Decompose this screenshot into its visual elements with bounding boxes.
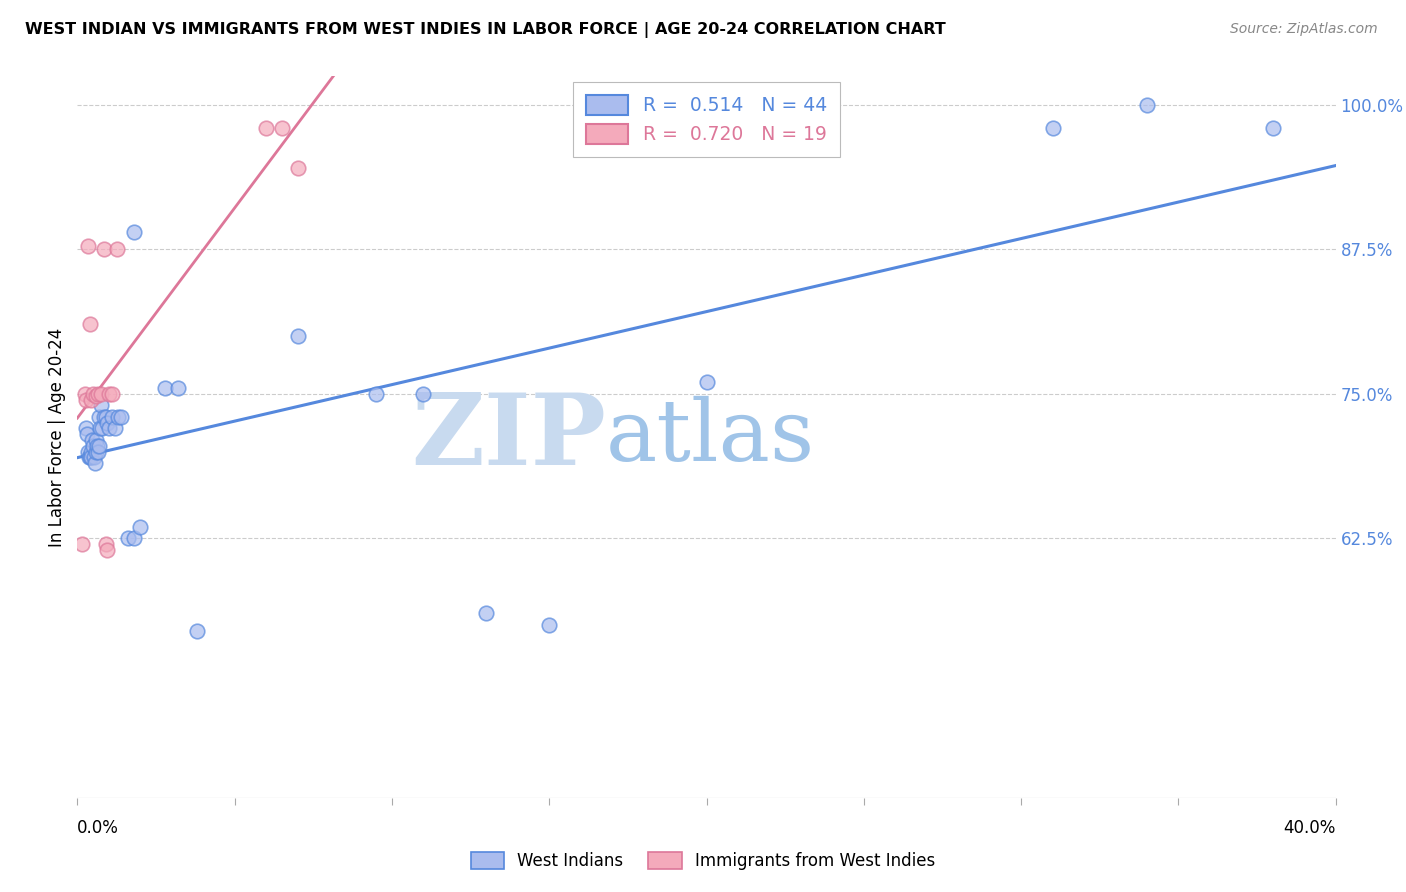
Point (77, 239, 100, 253)
Point (82, 433, 104, 447)
Point (87, 439, 110, 453)
Point (94, 537, 117, 551)
Point (80, 450, 103, 465)
Point (83, 450, 105, 465)
Legend: West Indians, Immigrants from West Indies: West Indians, Immigrants from West Indie… (464, 845, 942, 877)
Point (122, 225, 145, 239)
Y-axis label: In Labor Force | Age 20-24: In Labor Force | Age 20-24 (48, 327, 66, 547)
Point (79, 392, 101, 407)
Point (82, 439, 104, 453)
Point (1042, 120, 1064, 135)
Point (75, 421, 97, 435)
Text: ZIP: ZIP (411, 389, 606, 485)
Point (79, 444, 101, 458)
Point (75, 392, 97, 407)
Point (696, 375, 718, 389)
Point (270, 120, 292, 135)
Point (75, 386, 97, 401)
Point (110, 409, 132, 424)
Point (84, 444, 107, 458)
Text: Source: ZipAtlas.com: Source: ZipAtlas.com (1230, 22, 1378, 37)
Point (97, 386, 120, 401)
Point (254, 120, 277, 135)
Point (86, 439, 108, 453)
Text: 40.0%: 40.0% (1284, 819, 1336, 837)
Point (107, 409, 129, 424)
Point (475, 607, 498, 621)
Point (96, 542, 118, 557)
Point (105, 242, 128, 256)
Point (76, 427, 98, 442)
Point (79, 450, 101, 465)
Text: atlas: atlas (606, 395, 815, 479)
Point (94, 409, 117, 424)
Point (93, 409, 115, 424)
Point (538, 618, 561, 632)
Point (79, 318, 101, 332)
Point (167, 381, 190, 395)
Point (117, 531, 139, 545)
Point (1136, 97, 1159, 112)
Text: WEST INDIAN VS IMMIGRANTS FROM WEST INDIES IN LABOR FORCE | AGE 20-24 CORRELATIO: WEST INDIAN VS IMMIGRANTS FROM WEST INDI… (25, 22, 946, 38)
Point (366, 386, 388, 401)
Point (82, 386, 104, 401)
Point (84, 389, 107, 403)
Point (89, 421, 111, 435)
Point (186, 624, 208, 638)
Point (90, 398, 112, 412)
Point (101, 409, 124, 424)
Point (101, 386, 124, 401)
Point (84, 433, 107, 447)
Point (287, 329, 309, 343)
Point (87, 386, 110, 401)
Point (129, 519, 152, 533)
Point (89, 409, 111, 424)
Text: 0.0%: 0.0% (77, 819, 120, 837)
Point (77, 444, 100, 458)
Point (96, 416, 118, 430)
Point (97, 421, 120, 435)
Point (87, 444, 110, 458)
Point (104, 421, 127, 435)
Point (1261, 120, 1284, 135)
Point (79, 450, 101, 465)
Point (122, 531, 145, 545)
Point (90, 386, 112, 401)
Point (91, 421, 114, 435)
Point (412, 386, 434, 401)
Point (287, 161, 309, 176)
Legend: R =  0.514   N = 44, R =  0.720   N = 19: R = 0.514 N = 44, R = 0.720 N = 19 (574, 81, 839, 157)
Point (155, 381, 177, 395)
Point (93, 242, 115, 256)
Point (70, 537, 93, 551)
Point (83, 456, 105, 470)
